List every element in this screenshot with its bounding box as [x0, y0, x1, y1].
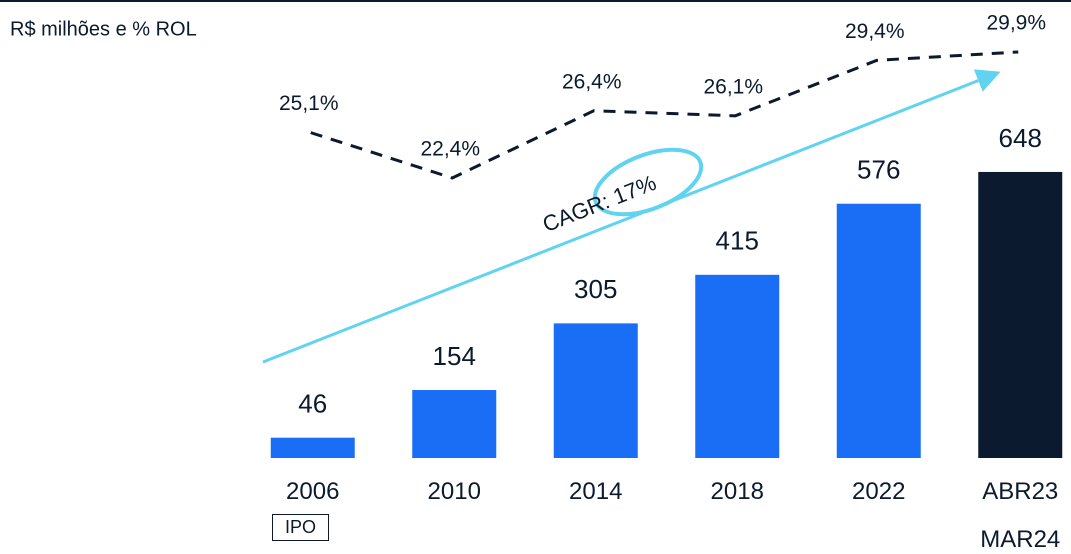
cagr-arrow — [262, 69, 1001, 364]
x-tick-label: 2014 — [569, 478, 623, 505]
top-rule — [0, 0, 1071, 2]
cagr-highlight — [592, 147, 704, 217]
bar-value-label: 305 — [574, 274, 617, 304]
line-value-label: 29,9% — [986, 12, 1046, 35]
cagr-label: CAGR: 17% — [539, 170, 660, 237]
bar — [978, 171, 1063, 458]
line-series — [310, 50, 1019, 180]
line-value-label: 26,4% — [562, 70, 622, 93]
x-tick-label: ABR23 MAR24 — [980, 478, 1061, 553]
bar-value-label: 46 — [298, 389, 327, 419]
x-tick-label: 2010 — [427, 478, 481, 505]
bar — [553, 323, 638, 458]
bar — [412, 390, 497, 458]
line-value-label: 26,1% — [703, 75, 763, 98]
bar-value-label: 576 — [857, 155, 900, 185]
line-value-label: 25,1% — [279, 92, 339, 115]
ipo-badge: IPO — [272, 514, 330, 541]
bar-value-label: 154 — [433, 341, 476, 371]
x-tick-label: 2018 — [710, 478, 764, 505]
bar — [695, 274, 780, 458]
x-tick-label: 2006 — [286, 478, 340, 505]
x-tick-label: 2022 — [852, 478, 906, 505]
bar — [836, 203, 921, 458]
subtitle: R$ milhões e % ROL — [10, 18, 197, 40]
line-value-label: 22,4% — [420, 138, 480, 161]
bar-value-label: 415 — [716, 226, 759, 256]
bar — [270, 437, 355, 458]
line-value-label: 29,4% — [845, 20, 905, 43]
bar-value-label: 648 — [999, 123, 1042, 153]
